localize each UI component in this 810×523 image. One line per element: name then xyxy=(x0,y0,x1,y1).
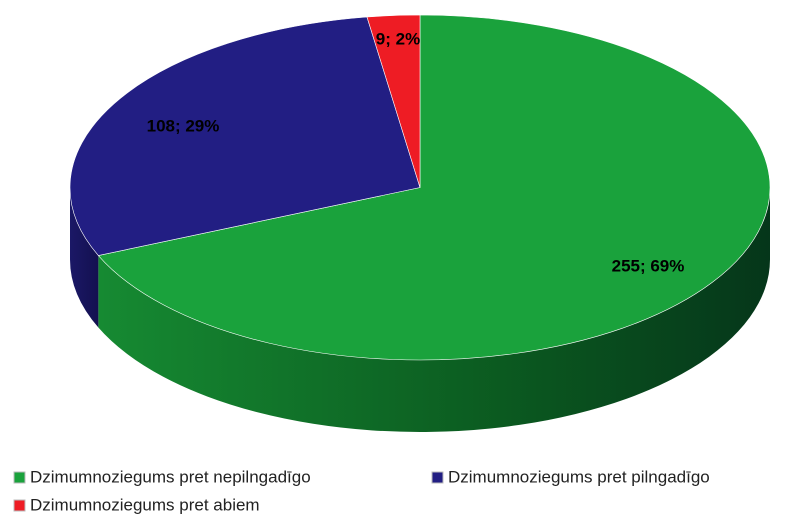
legend-swatch xyxy=(431,471,444,484)
legend-label: Dzimumnoziegums pret abiem xyxy=(30,495,260,514)
legend-label: Dzimumnoziegums pret nepilngadīgo xyxy=(30,467,311,486)
legend-label: Dzimumnoziegums pret pilngadīgo xyxy=(448,467,710,486)
slice xyxy=(366,14,421,188)
slice xyxy=(97,14,771,361)
slice-side xyxy=(98,187,771,433)
legend-swatch xyxy=(13,499,26,512)
slice xyxy=(69,16,421,256)
legend-swatch xyxy=(13,471,26,484)
data-label: 108; 29% xyxy=(147,116,220,135)
data-label: 9; 2% xyxy=(376,29,420,48)
data-label: 255; 69% xyxy=(612,256,685,275)
